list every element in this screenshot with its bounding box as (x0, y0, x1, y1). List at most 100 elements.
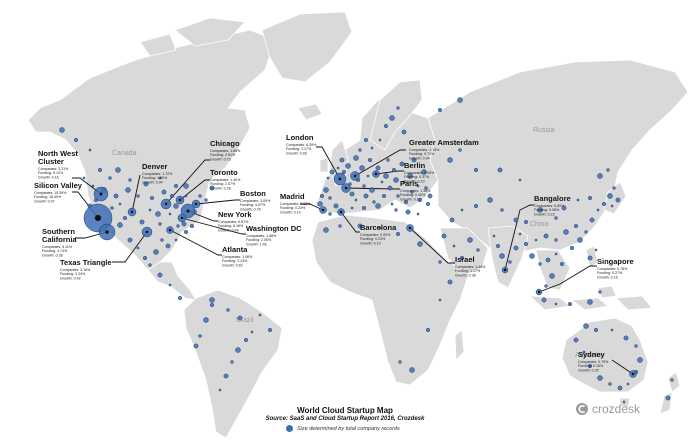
startup-dot (587, 255, 593, 261)
startup-dot (139, 219, 145, 225)
startup-dot (369, 187, 375, 193)
startup-dot (607, 193, 613, 199)
startup-dot (417, 197, 423, 203)
startup-dot (457, 97, 463, 103)
startup-dot (596, 208, 600, 212)
startup-dot (328, 212, 332, 216)
hub-center-israel (408, 226, 412, 230)
startup-dot (378, 138, 382, 142)
hub-stat-socal: Growth: 0.38 (42, 253, 63, 257)
startup-dot (409, 367, 415, 373)
startup-dot (402, 180, 406, 184)
startup-dot (203, 317, 209, 323)
startup-dot (389, 115, 395, 121)
startup-dot (637, 357, 643, 363)
hub-stat-siliconvalley: Funding: 18.49% (34, 195, 62, 199)
startup-dot (375, 165, 381, 171)
hub-stat-socal: Companies: 5.11% (42, 245, 73, 249)
startup-dot (576, 198, 580, 202)
startup-dot (160, 238, 164, 242)
startup-dot (142, 255, 148, 261)
hub-stat-madrid: Funding: 0.23% (280, 206, 306, 210)
startup-dot (541, 297, 547, 303)
startup-dot (597, 375, 603, 381)
startup-dot (425, 201, 431, 207)
leader-line-bangalore (504, 204, 534, 271)
startup-dot (168, 212, 172, 216)
asia-landmass (427, 59, 689, 263)
hub-center-atlanta (168, 228, 172, 232)
hub-name-newyork: New York (218, 210, 252, 219)
startup-dot (500, 208, 504, 212)
startup-dot (168, 283, 172, 287)
startup-dot (176, 224, 180, 228)
startup-dot (317, 201, 323, 207)
startup-dot (499, 253, 505, 259)
leader-line-barcelona (340, 211, 360, 233)
hub-stat-london: Companies: 6.39% (286, 143, 317, 147)
startup-dot (544, 284, 548, 288)
startup-dot (518, 232, 522, 236)
hub-stat-paris: Growth: 0.11 (400, 197, 420, 201)
startup-dot (367, 157, 373, 163)
hub-center-socal (105, 230, 109, 234)
startup-dot (608, 382, 612, 386)
startup-dot (441, 233, 447, 239)
hub-stat-amsterdam: Growth: 0.04 (409, 156, 430, 160)
hub-stat-toronto: Growth: 0.28 (210, 186, 231, 190)
map-source: Source: SaaS and Cloud Startup Report 20… (265, 416, 425, 422)
startup-dot (523, 241, 529, 247)
startup-dot (594, 248, 598, 252)
hub-stat-berlin: Funding: 0.37% (404, 175, 430, 179)
startup-dot (537, 207, 543, 213)
tasmania-landmass (619, 397, 631, 409)
startup-dot (593, 327, 599, 333)
hub-name-socal: California (42, 235, 77, 244)
startup-dot (626, 382, 630, 386)
hub-stat-amsterdam: Funding: 0.71% (409, 152, 435, 156)
leader-line-texas (112, 231, 148, 263)
startup-dot (393, 177, 399, 183)
startup-dot (128, 178, 132, 182)
startup-dot (158, 176, 162, 180)
hub-stat-washington: Funding: 2.05% (246, 238, 272, 242)
legend-text: Size determined by total company records (297, 425, 400, 432)
startup-dot (333, 203, 339, 209)
startup-dot (386, 158, 390, 162)
startup-dot (82, 176, 86, 180)
startup-dot (115, 167, 121, 173)
crozdesk-logo-icon (576, 403, 588, 415)
startup-dot (449, 217, 455, 223)
hub-stat-toronto: Companies: 1.40% (210, 178, 241, 182)
startup-dot (634, 344, 638, 348)
hub-stat-nwcluster: Funding: 5.12% (38, 171, 64, 175)
hub-stat-denver: Companies: 1.72% (142, 172, 173, 176)
startup-dot (587, 195, 593, 201)
hub-stat-washington: Companies: 1.68% (246, 234, 277, 238)
hub-stat-toronto: Funding: 2.07% (210, 182, 236, 186)
hub-center-texas (145, 230, 149, 234)
startup-dot (492, 234, 496, 238)
hub-center-denver (130, 210, 134, 214)
startup-dot (554, 302, 558, 306)
startup-dot (447, 157, 453, 163)
country-label-russia: Russia (533, 127, 555, 134)
startup-dot (319, 193, 325, 199)
hub-name-israel: Israel (455, 255, 475, 264)
startup-dot (181, 221, 187, 227)
legend-dot-icon (286, 425, 293, 432)
startup-dot (350, 206, 354, 210)
startup-dot (458, 148, 462, 152)
hub-stat-bangalore: Funding: 0.36% (534, 208, 560, 212)
startup-dot (230, 360, 234, 364)
startup-dot (183, 229, 189, 235)
startup-dot (366, 174, 370, 178)
hub-stat-texas: Funding: 3.34% (60, 272, 86, 276)
startup-dot (209, 185, 215, 191)
